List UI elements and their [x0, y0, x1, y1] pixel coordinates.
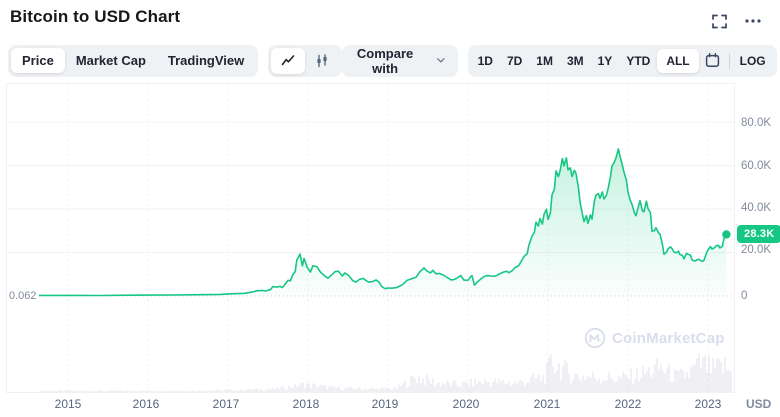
view-tabs: Price Market Cap TradingView [8, 44, 259, 77]
calendar-icon[interactable] [699, 48, 727, 74]
compare-with-label: Compare with [356, 45, 414, 76]
tab-market-cap[interactable]: Market Cap [65, 48, 157, 73]
range-7d[interactable]: 7D [500, 49, 529, 73]
x-axis-tick-2019: 2019 [371, 397, 399, 411]
y-axis-tick-40k: 40.0K [741, 202, 772, 214]
candlestick-icon[interactable] [305, 48, 339, 74]
x-axis-tick-2017: 2017 [212, 397, 240, 411]
range-ytd[interactable]: YTD [619, 49, 657, 73]
chart-toolbar: Price Market Cap TradingView Compare wit… [8, 44, 777, 77]
x-axis-tick-2021: 2021 [533, 397, 561, 411]
y-axis-tick-60k: 60.0K [741, 160, 772, 172]
fullscreen-icon[interactable] [708, 10, 730, 32]
tab-price[interactable]: Price [11, 48, 65, 73]
range-all[interactable]: ALL [657, 48, 699, 73]
x-axis-tick-2023: 2023 [694, 397, 722, 411]
x-axis-tick-2020: 2020 [452, 397, 480, 411]
compare-with-dropdown[interactable]: Compare with [342, 44, 458, 77]
toolbar-divider [728, 52, 730, 69]
line-chart-icon[interactable] [271, 47, 306, 74]
range-1y[interactable]: 1Y [591, 49, 620, 73]
range-1d[interactable]: 1D [471, 49, 500, 73]
chart-plot-area[interactable] [6, 83, 735, 393]
x-axis-tick-2016: 2016 [132, 397, 160, 411]
chart-type-toggle [268, 44, 343, 77]
range-3m[interactable]: 3M [560, 49, 591, 73]
y-axis-tick-80k: 80.0K [741, 117, 772, 129]
y-axis-tick-20k: 20.0K [741, 244, 772, 256]
x-axis-tick-2022: 2022 [614, 397, 642, 411]
tab-tradingview[interactable]: TradingView [157, 48, 255, 73]
range-selector: 1D 7D 1M 3M 1Y YTD ALL LOG [467, 44, 777, 77]
more-options-icon[interactable] [742, 10, 764, 32]
current-price-badge: 28.3K [737, 225, 780, 243]
chevron-down-icon [437, 58, 445, 63]
series-start-value: 0.062 [7, 290, 39, 302]
x-axis-tick-2015: 2015 [54, 397, 82, 411]
price-chart-canvas [7, 84, 734, 392]
currency-unit-label: USD [746, 397, 772, 411]
y-axis-tick-0: 0 [741, 290, 748, 302]
page-title: Bitcoin to USD Chart [10, 7, 181, 26]
x-axis-tick-2018: 2018 [292, 397, 320, 411]
log-scale-toggle[interactable]: LOG [732, 49, 774, 73]
range-1m[interactable]: 1M [529, 49, 560, 73]
